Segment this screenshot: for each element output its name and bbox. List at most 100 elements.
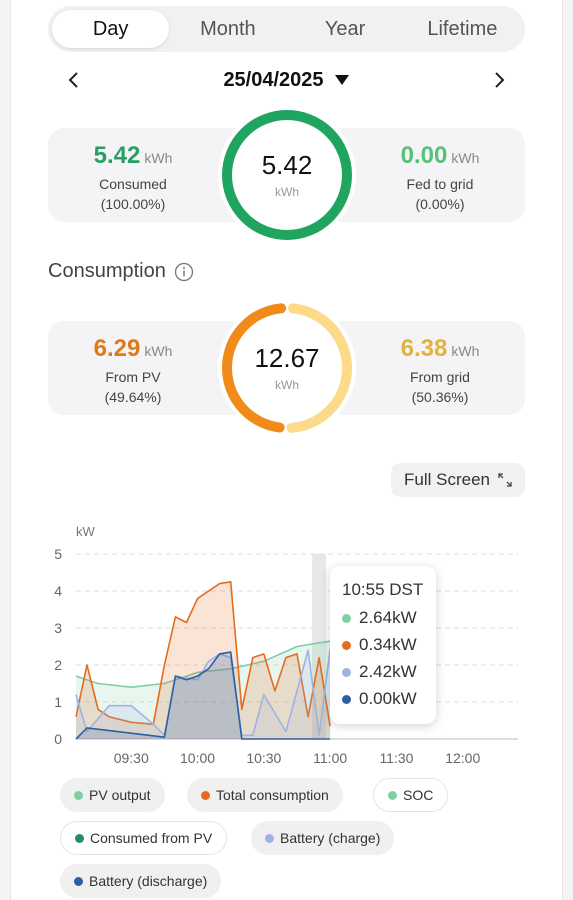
expand-icon	[498, 473, 512, 487]
fed-to-grid-percent: (0.00%)	[415, 196, 465, 212]
full-screen-button[interactable]: Full Screen	[391, 463, 525, 497]
fed-to-grid-value: 0.00	[400, 142, 448, 169]
legend-label: Battery (discharge)	[89, 873, 208, 889]
tooltip-value: 0.34kW	[359, 635, 417, 654]
next-day-button[interactable]	[481, 62, 517, 98]
legend-dot	[388, 790, 397, 800]
x-tick-label: 09:30	[114, 750, 149, 766]
right-edge	[562, 0, 573, 900]
legend-label: PV output	[89, 787, 151, 803]
energy-ring-arc	[222, 110, 352, 240]
series-line-battery-charge	[75, 649, 331, 737]
legend-soc[interactable]: SOC	[373, 778, 449, 812]
energy-total-value: 5.42	[261, 150, 313, 180]
chart-tooltip: 10:55 DST 2.64kW 0.34kW 2.42kW 0.00kW	[330, 566, 436, 724]
tooltip-row-pv-output: 2.64kW	[342, 608, 417, 628]
fed-to-grid-label: Fed to grid	[406, 176, 474, 192]
legend-dot	[75, 833, 84, 843]
x-tick-label: 10:30	[246, 750, 281, 766]
tooltip-value: 0.00kW	[359, 689, 417, 708]
tab-day[interactable]: Day	[52, 10, 170, 48]
series-line-pv-output	[75, 640, 331, 688]
from-pv-stat: 6.29 kWh From PV (49.64%)	[48, 335, 218, 405]
tooltip-row-total-consumption: 0.34kW	[342, 635, 417, 655]
x-tick-label: 11:00	[313, 750, 347, 766]
consumption-ring-pv-arc	[222, 303, 352, 433]
consumed-stat: 5.42 kWh Consumed (100.00%)	[48, 142, 218, 212]
tab-month[interactable]: Month	[200, 18, 256, 40]
tab-lifetime[interactable]: Lifetime	[427, 18, 498, 40]
y-tick-label: 5	[54, 546, 62, 562]
chevron-left-icon	[68, 72, 78, 88]
series-line-battery-discharge	[75, 651, 331, 740]
consumption-title: Consumption	[48, 260, 166, 282]
legend-pv-output[interactable]: PV output	[60, 778, 165, 812]
info-icon[interactable]	[174, 262, 194, 282]
legend-consumed-from-pv[interactable]: Consumed from PV	[60, 821, 228, 855]
chevron-right-icon	[495, 72, 505, 88]
legend-dot	[74, 790, 83, 800]
series-area-battery-discharge	[76, 652, 331, 739]
caret-down-icon	[334, 75, 349, 85]
legend-dot	[74, 876, 83, 886]
period-tabs: Day Month Year Lifetime	[48, 6, 525, 52]
consumed-unit: kWh	[144, 150, 173, 166]
full-screen-label: Full Screen	[404, 470, 490, 489]
consumption-section-title: Consumption	[48, 260, 194, 283]
x-tick-label: 10:00	[180, 750, 215, 766]
legend-label: SOC	[403, 787, 434, 803]
date-picker[interactable]: 25/04/2025	[207, 62, 367, 98]
date-bar: 25/04/2025	[48, 62, 525, 98]
tooltip-time: 10:55 DST	[342, 580, 424, 599]
y-tick-label: 0	[54, 731, 62, 747]
legend-dot	[201, 790, 210, 800]
date-label: 25/04/2025	[223, 68, 324, 91]
fed-to-grid-stat: 0.00 kWh Fed to grid (0.00%)	[355, 142, 525, 212]
from-grid-label: From grid	[410, 369, 470, 385]
from-pv-unit: kWh	[144, 343, 173, 359]
from-pv-value: 6.29	[93, 335, 141, 362]
legend-battery-discharge[interactable]: Battery (discharge)	[60, 864, 222, 898]
x-tick-label: 11:30	[379, 750, 413, 766]
y-tick-label: 4	[54, 583, 62, 599]
tooltip-value: 2.64kW	[359, 608, 417, 627]
consumption-ring: 12.67 kWh	[218, 299, 356, 437]
tooltip-row-battery-charge: 2.42kW	[342, 662, 417, 682]
energy-total-unit: kWh	[275, 185, 299, 199]
from-pv-percent: (49.64%)	[104, 389, 162, 405]
highlight-band	[312, 554, 327, 739]
consumed-percent: (100.00%)	[100, 196, 166, 212]
power-chart[interactable]: kW 0 1 2 3 4 5 09:30 10:00 10:30 11:00 11:30 12:00	[40, 520, 530, 780]
legend-label: Battery (charge)	[280, 830, 381, 846]
consumption-ring-grid-arc	[222, 303, 352, 433]
from-grid-stat: 6.38 kWh From grid (50.36%)	[355, 335, 525, 405]
previous-day-button[interactable]	[56, 62, 92, 98]
consumption-ring-graphic	[218, 299, 356, 437]
from-grid-percent: (50.36%)	[411, 389, 469, 405]
from-pv-label: From PV	[105, 369, 161, 385]
from-grid-unit: kWh	[451, 343, 480, 359]
series-line-total-consumption	[75, 581, 331, 727]
tooltip-dot	[342, 667, 351, 677]
series-area-battery-charge	[76, 649, 331, 739]
y-tick-label: 2	[54, 657, 62, 673]
tooltip-dot	[342, 640, 351, 650]
legend-label: Consumed from PV	[90, 830, 213, 846]
legend-label: Total consumption	[216, 787, 329, 803]
tooltip-dot	[342, 694, 351, 704]
energy-ring: 5.42 kWh	[218, 106, 356, 244]
tooltip-dot	[342, 613, 351, 623]
tab-year[interactable]: Year	[324, 18, 366, 40]
energy-ring-graphic	[218, 106, 356, 244]
y-axis-unit-label: kW	[76, 524, 96, 539]
tooltip-row-battery-discharge: 0.00kW	[342, 689, 417, 709]
consumption-total-unit: kWh	[275, 378, 299, 392]
legend-battery-charge[interactable]: Battery (charge)	[251, 821, 395, 855]
from-grid-value: 6.38	[400, 335, 448, 362]
y-tick-label: 3	[54, 620, 62, 636]
consumption-total-value: 12.67	[254, 343, 320, 373]
consumed-value: 5.42	[93, 142, 141, 169]
legend-total-consumption[interactable]: Total consumption	[187, 778, 343, 812]
left-edge	[0, 0, 11, 900]
tooltip-value: 2.42kW	[359, 662, 417, 681]
